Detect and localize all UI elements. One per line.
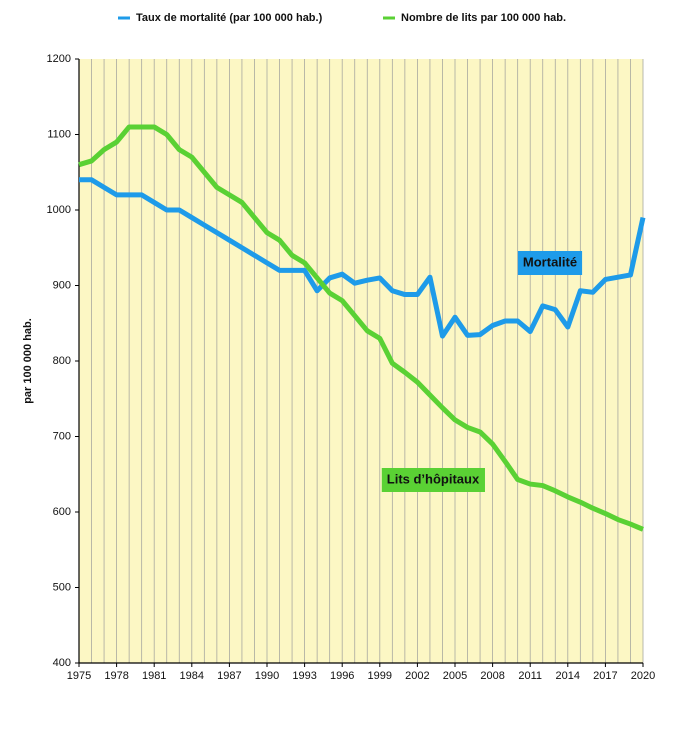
- x-tick-label: 1993: [292, 670, 316, 682]
- y-tick-label: 1000: [47, 204, 71, 216]
- y-tick-label: 800: [53, 355, 71, 367]
- x-tick-label: 2020: [631, 670, 655, 682]
- series-line: [78, 124, 644, 532]
- x-tick-label: 1981: [142, 670, 166, 682]
- x-tick-label: 1990: [255, 670, 279, 682]
- plot-background: [79, 59, 643, 663]
- series-line: [79, 177, 646, 339]
- x-tick-label: 2011: [518, 670, 542, 682]
- y-axis-label: par 100 000 hab.: [22, 318, 34, 404]
- y-tick-label: 500: [53, 581, 71, 593]
- x-tick-label: 2017: [593, 670, 617, 682]
- x-tick-label: 2008: [480, 670, 504, 682]
- x-tick-label: 1987: [217, 670, 241, 682]
- annotation-box: [517, 251, 583, 275]
- x-tick-label: 1984: [180, 670, 204, 682]
- legend-label: Taux de mortalité (par 100 000 hab.): [136, 12, 323, 24]
- legend-label: Nombre de lits par 100 000 hab.: [401, 12, 566, 24]
- annotation-text: Lits d’hôpitaux: [387, 471, 480, 486]
- annotation-box: [381, 468, 485, 492]
- y-tick-label: 700: [53, 430, 71, 442]
- x-tick-label: 1996: [330, 670, 354, 682]
- x-tick-label: 1999: [368, 670, 392, 682]
- y-tick-label: 900: [53, 279, 71, 291]
- x-tick-label: 2002: [405, 670, 429, 682]
- x-tick-label: 1978: [104, 670, 128, 682]
- x-tick-label: 1975: [67, 670, 91, 682]
- y-tick-label: 1100: [47, 128, 71, 140]
- x-tick-label: 2014: [556, 670, 580, 682]
- x-tick-label: 2005: [443, 670, 467, 682]
- y-tick-label: 600: [53, 506, 71, 518]
- y-tick-label: 1200: [47, 53, 71, 65]
- annotation-text: Mortalité: [523, 254, 577, 269]
- y-tick-label: 400: [53, 657, 71, 669]
